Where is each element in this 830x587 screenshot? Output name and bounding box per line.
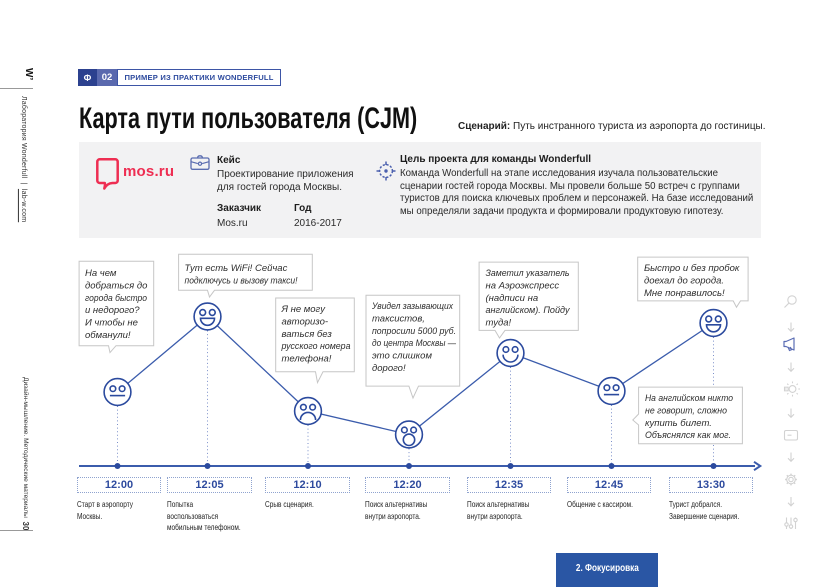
svg-text:русского номера: русского номера: [281, 341, 351, 352]
svg-text:Тут есть WiFi! Сейчас: Тут есть WiFi! Сейчас: [185, 263, 288, 274]
svg-text:И чтобы не: И чтобы не: [85, 318, 138, 329]
svg-text:попросили 5000 руб.: попросили 5000 руб.: [372, 326, 456, 337]
svg-text:туда!: туда!: [486, 318, 512, 329]
svg-text:На чем: На чем: [85, 268, 117, 279]
svg-text:обманули!: обманули!: [85, 330, 131, 341]
svg-text:Я не могу: Я не могу: [281, 304, 327, 315]
svg-text:подключусь и вызову такси!: подключусь и вызову такси!: [185, 275, 298, 286]
svg-text:На английском никто: На английском никто: [645, 393, 733, 404]
svg-text:телефона!: телефона!: [282, 354, 332, 365]
svg-text:Увидел зазывающих: Увидел зазывающих: [371, 301, 454, 312]
svg-text:Быстро и без пробок: Быстро и без пробок: [644, 263, 740, 274]
svg-text:ваться без: ваться без: [282, 329, 333, 340]
svg-text:(надписи на: (надписи на: [486, 293, 539, 304]
svg-text:таксистов,: таксистов,: [372, 313, 425, 324]
svg-text:добраться до: добраться до: [85, 280, 147, 291]
svg-text:Объяснялся как мог.: Объяснялся как мог.: [645, 430, 731, 441]
svg-text:это слишком: это слишком: [372, 351, 432, 362]
svg-text:авторизо-: авторизо-: [282, 316, 329, 327]
svg-text:Мне понравилось!: Мне понравилось!: [644, 288, 725, 299]
svg-text:и недорого?: и недорого?: [85, 305, 140, 316]
svg-text:дорого!: дорого!: [372, 363, 406, 374]
svg-text:Заметил указатель: Заметил указатель: [486, 268, 570, 279]
svg-text:на Аэроэкспресс: на Аэроэкспресс: [486, 280, 560, 291]
svg-text:английском). Пойду: английском). Пойду: [486, 305, 571, 316]
svg-text:не говорит, сложно: не говорит, сложно: [645, 405, 727, 416]
svg-text:города быстро: города быстро: [85, 293, 147, 304]
svg-text:доехал до города.: доехал до города.: [644, 275, 724, 286]
svg-text:купить билет.: купить билет.: [645, 418, 712, 429]
svg-text:до центра Москвы —: до центра Москвы —: [372, 338, 456, 349]
